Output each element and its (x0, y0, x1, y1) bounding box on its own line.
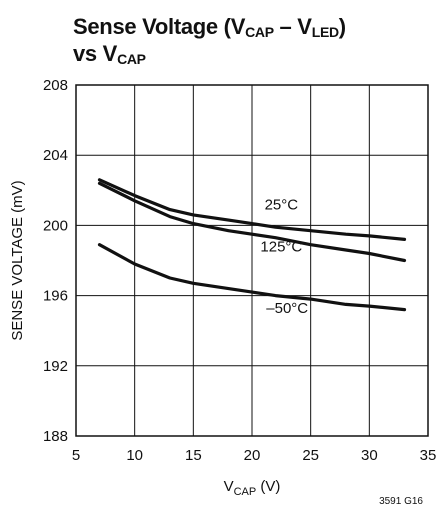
y-tick-label-0: 188 (43, 428, 68, 445)
chart-title-line-1: Sense Voltage (VCAP – VLED) (73, 14, 346, 40)
plot-frame (75, 84, 429, 437)
y-tick-labels: 188 192 196 200 204 208 (43, 77, 68, 445)
curve-label-1: 125°C (260, 239, 302, 256)
series-curves (97, 178, 407, 312)
y-tick-label-3: 200 (43, 217, 68, 234)
y-tick-label-2: 196 (43, 288, 68, 305)
series-line-0 (97, 178, 407, 241)
series-line-2 (97, 243, 407, 312)
y-tick-label-1: 192 (43, 358, 68, 375)
curve-label-2: –50°C (266, 300, 308, 317)
y-tick-label-5: 208 (43, 77, 68, 94)
x-tick-label-0: 5 (72, 447, 80, 464)
y-tick-label-4: 204 (43, 147, 68, 164)
x-tick-label-1: 10 (126, 447, 143, 464)
x-tick-labels: 5 10 15 20 25 30 35 (72, 447, 437, 464)
curve-labels: 25°C 125°C –50°C (260, 197, 308, 318)
y-axis-title: SENSE VOLTAGE (mV) (9, 180, 26, 340)
x-tick-label-5: 30 (361, 447, 378, 464)
x-axis-title: VCAP (V) (224, 478, 281, 498)
figure-code: 3591 G16 (379, 496, 423, 507)
curve-label-0: 25°C (265, 197, 299, 214)
chart-title-line-2: vs VCAP (73, 41, 146, 67)
series-line-1 (97, 181, 407, 263)
x-tick-label-4: 25 (302, 447, 319, 464)
x-tick-label-3: 20 (244, 447, 261, 464)
x-tick-label-6: 35 (420, 447, 437, 464)
x-tick-label-2: 15 (185, 447, 202, 464)
